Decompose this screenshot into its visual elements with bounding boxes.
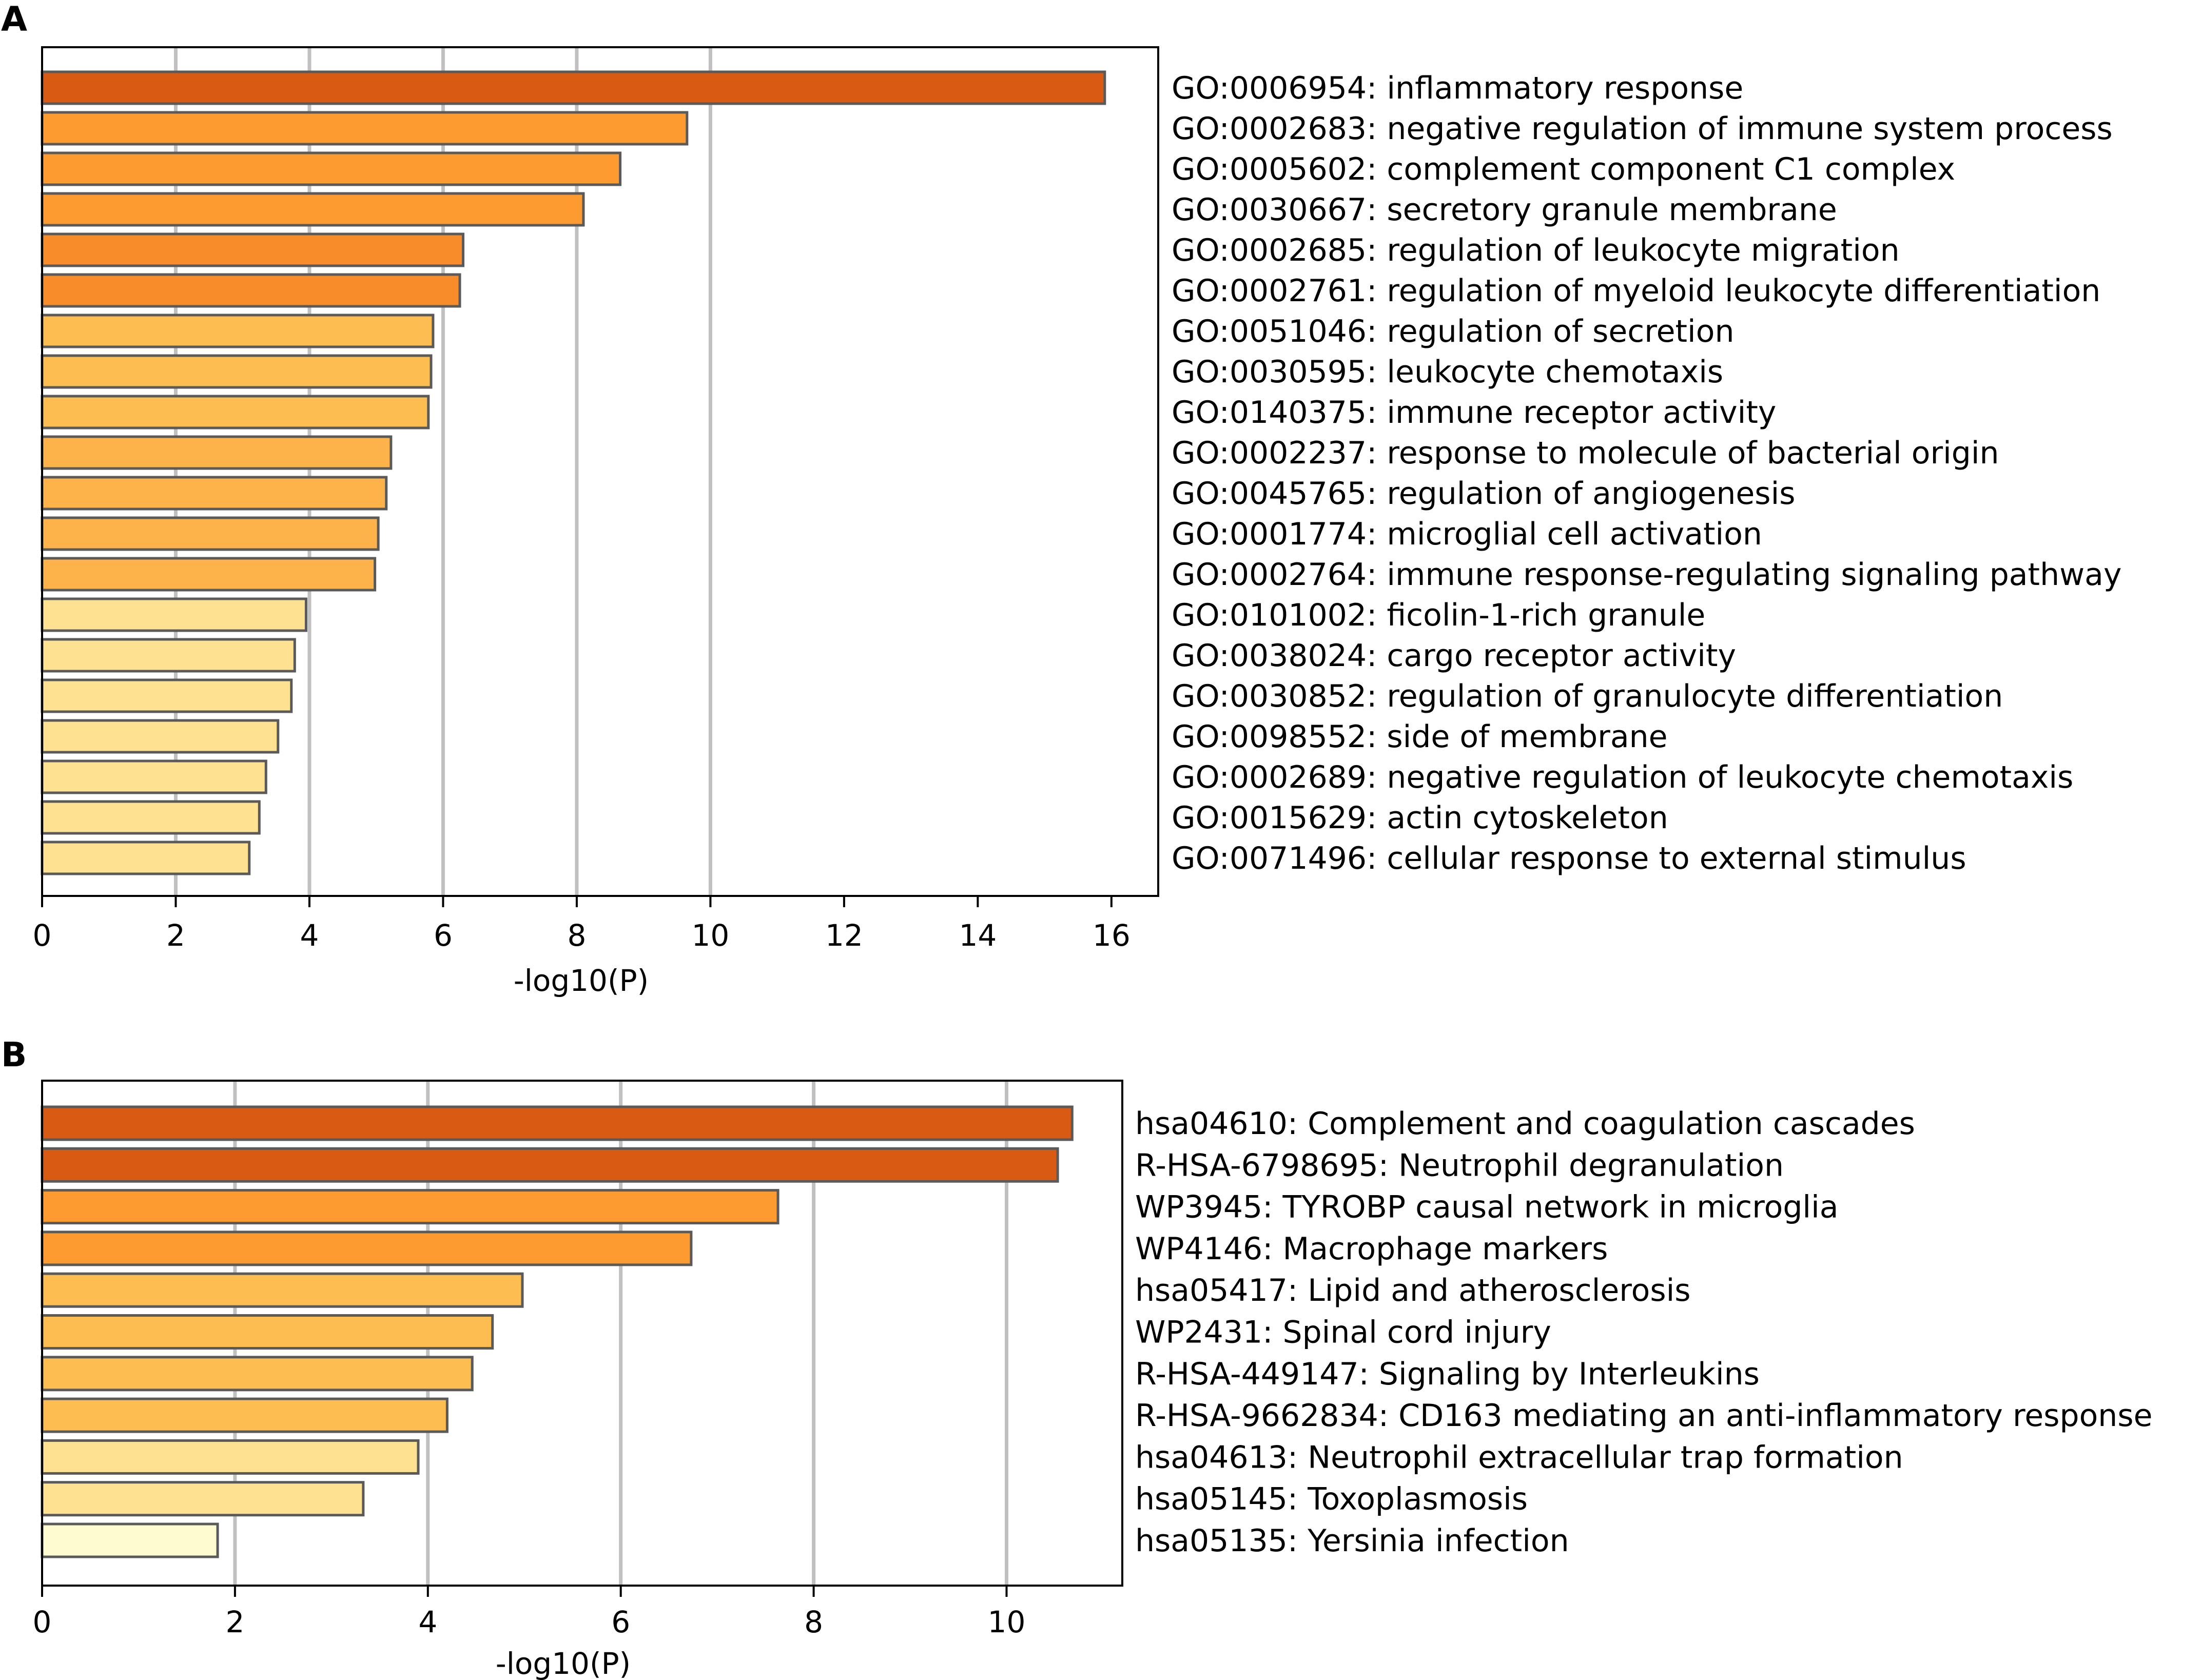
term-label-a-14: GO:0038024: cargo receptor activity	[1172, 638, 1736, 674]
bar-a-4	[41, 232, 465, 267]
term-label-a-13: GO:0101002: ficolin-1-rich granule	[1172, 597, 1705, 633]
bar-a-12	[41, 557, 377, 592]
term-label-b-4: hsa05417: Lipid and atherosclerosis	[1135, 1273, 1691, 1308]
term-label-a-15: GO:0030852: regulation of granulocyte di…	[1172, 678, 2003, 714]
x-axis-label-b: -log10(P)	[496, 1646, 631, 1680]
x-tick-label-a-0: 0	[33, 918, 52, 953]
x-tick-label-a-8: 16	[1093, 918, 1131, 953]
term-label-a-2: GO:0005602: complement component C1 comp…	[1172, 151, 1955, 187]
term-label-a-7: GO:0030595: leukocyte chemotaxis	[1172, 354, 1723, 390]
x-tick-label-b-5: 10	[988, 1605, 1026, 1639]
plot-frame-a	[41, 46, 1159, 897]
plot-frame-b	[41, 1080, 1123, 1587]
x-tick-label-b-3: 6	[611, 1605, 630, 1639]
bar-b-0	[41, 1105, 1074, 1141]
x-tick-label-a-2: 4	[300, 918, 319, 953]
bar-b-1	[41, 1147, 1059, 1183]
bar-a-2	[41, 151, 622, 186]
term-label-b-5: WP2431: Spinal cord injury	[1135, 1315, 1551, 1351]
panel-label-b: B	[1, 1035, 27, 1075]
bar-a-13	[41, 597, 307, 632]
panel-label-a: A	[1, 0, 27, 39]
bar-b-6	[41, 1356, 474, 1392]
term-label-a-1: GO:0002683: negative regulation of immun…	[1172, 111, 2113, 147]
term-label-b-3: WP4146: Macrophage markers	[1135, 1231, 1608, 1267]
term-label-b-9: hsa05145: Toxoplasmosis	[1135, 1481, 1528, 1517]
bar-a-7	[41, 354, 433, 389]
term-label-b-0: hsa04610: Complement and coagulation cas…	[1135, 1106, 1915, 1142]
x-tick-label-b-1: 2	[225, 1605, 244, 1639]
bar-b-5	[41, 1314, 494, 1350]
term-label-b-6: R-HSA-449147: Signaling by Interleukins	[1135, 1356, 1760, 1392]
x-tick-label-a-6: 12	[825, 918, 863, 953]
bar-a-14	[41, 638, 296, 673]
bar-a-6	[41, 314, 435, 348]
term-label-b-1: R-HSA-6798695: Neutrophil degranulation	[1135, 1147, 1784, 1183]
term-label-a-19: GO:0071496: cellular response to externa…	[1172, 841, 1966, 876]
term-label-a-9: GO:0002237: response to molecule of bact…	[1172, 435, 1999, 471]
bar-b-7	[41, 1397, 449, 1433]
x-tick-label-a-4: 8	[567, 918, 586, 953]
term-label-b-7: R-HSA-9662834: CD163 mediating an anti-i…	[1135, 1398, 2153, 1434]
bar-a-8	[41, 395, 430, 429]
bar-b-4	[41, 1272, 524, 1308]
term-label-a-6: GO:0051046: regulation of secretion	[1172, 314, 1734, 349]
term-label-b-10: hsa05135: Yersinia infection	[1135, 1523, 1569, 1559]
bar-a-3	[41, 192, 585, 227]
x-tick-label-b-4: 8	[804, 1605, 823, 1639]
bar-a-16	[41, 719, 280, 754]
bar-b-2	[41, 1189, 780, 1225]
term-label-a-3: GO:0030667: secretory granule membrane	[1172, 192, 1837, 228]
term-label-b-8: hsa04613: Neutrophil extracellular trap …	[1135, 1439, 1903, 1475]
bar-b-3	[41, 1230, 693, 1266]
bar-a-11	[41, 516, 380, 551]
term-label-b-2: WP3945: TYROBP causal network in microgl…	[1135, 1189, 1839, 1225]
x-tick-label-a-3: 6	[434, 918, 453, 953]
x-tick-label-a-5: 10	[691, 918, 729, 953]
bar-a-9	[41, 435, 393, 470]
x-tick-label-b-0: 0	[33, 1605, 52, 1639]
bar-a-10	[41, 476, 388, 511]
term-label-a-12: GO:0002764: immune response-regulating s…	[1172, 557, 2121, 593]
bar-a-18	[41, 800, 261, 835]
term-label-a-5: GO:0002761: regulation of myeloid leukoc…	[1172, 273, 2100, 309]
term-label-a-11: GO:0001774: microglial cell activation	[1172, 516, 1762, 552]
term-label-a-18: GO:0015629: actin cytoskeleton	[1172, 800, 1668, 836]
x-tick-label-a-1: 2	[166, 918, 185, 953]
bar-b-8	[41, 1439, 420, 1475]
term-label-a-4: GO:0002685: regulation of leukocyte migr…	[1172, 232, 1900, 268]
bar-a-15	[41, 678, 293, 713]
x-tick-label-a-7: 14	[959, 918, 997, 953]
x-axis-label-a: -log10(P)	[514, 963, 649, 998]
bar-b-10	[41, 1522, 219, 1558]
term-label-a-8: GO:0140375: immune receptor activity	[1172, 395, 1776, 431]
bar-b-9	[41, 1481, 365, 1517]
chart-panel-a: 0 2 4 6 8 10 12 14 16 -log10(P) GO:0006954: inflam…	[33, 46, 2121, 998]
bar-a-1	[41, 111, 689, 146]
bar-a-0	[41, 70, 1106, 105]
chart-panel-b: 0 2 4 6 8 10 -log10(P) hsa04610: Complement and…	[33, 1080, 2153, 1680]
bar-a-17	[41, 759, 267, 794]
term-label-a-10: GO:0045765: regulation of angiogenesis	[1172, 476, 1796, 512]
term-label-a-16: GO:0098552: side of membrane	[1172, 719, 1668, 755]
x-tick-label-b-2: 4	[418, 1605, 437, 1639]
term-label-a-0: GO:0006954: inflammatory response	[1172, 70, 1743, 106]
term-label-a-17: GO:0002689: negative regulation of leuko…	[1172, 759, 2073, 795]
bar-a-19	[41, 841, 251, 875]
bar-a-5	[41, 273, 461, 308]
